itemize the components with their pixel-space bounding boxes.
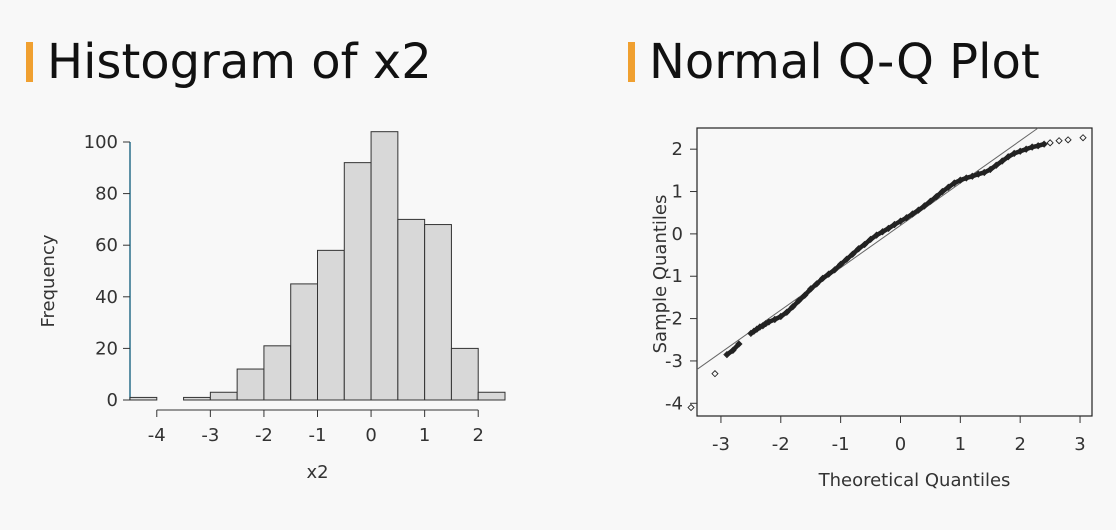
histogram-bar bbox=[236, 368, 265, 401]
y-tick-label: 0 bbox=[672, 224, 683, 245]
y-tick-label: -3 bbox=[665, 351, 683, 372]
qq-point bbox=[1055, 137, 1063, 145]
histogram-bar bbox=[450, 347, 479, 401]
y-tick-label: 80 bbox=[95, 184, 118, 205]
accent-bar-left bbox=[26, 42, 33, 82]
x-tick-label: -3 bbox=[712, 434, 730, 455]
qq-point bbox=[711, 370, 719, 378]
x-tick-label: 0 bbox=[365, 425, 376, 446]
y-tick-label: 60 bbox=[95, 235, 118, 256]
x-tick-label: 2 bbox=[1014, 434, 1025, 455]
y-tick-label: 0 bbox=[107, 390, 118, 411]
y-tick-label: 20 bbox=[95, 338, 118, 359]
plot-frame bbox=[696, 127, 1093, 417]
qq-point-band bbox=[1035, 141, 1047, 149]
histogram-bar bbox=[370, 131, 399, 401]
qq-point bbox=[1064, 136, 1072, 144]
x-axis-title: x2 bbox=[306, 462, 328, 483]
histogram-bar bbox=[209, 391, 238, 401]
y-tick-label: -1 bbox=[665, 266, 683, 287]
x-tick-label: -1 bbox=[832, 434, 850, 455]
y-tick-label: -4 bbox=[665, 393, 683, 414]
histogram-bar bbox=[424, 224, 452, 401]
x-tick-label: 3 bbox=[1074, 434, 1085, 455]
histogram-bar bbox=[343, 162, 372, 401]
x-tick-label: -2 bbox=[255, 425, 273, 446]
histogram-bar bbox=[397, 218, 426, 401]
x-tick-label: -4 bbox=[148, 425, 166, 446]
y-tick-label: 2 bbox=[672, 139, 683, 160]
x-tick-label: 0 bbox=[895, 434, 906, 455]
histogram-bar bbox=[317, 249, 345, 401]
x-tick-label: -2 bbox=[772, 434, 790, 455]
histogram-title: Histogram of x2 bbox=[47, 34, 432, 90]
histogram-bar bbox=[129, 396, 158, 401]
histogram-bar bbox=[477, 391, 506, 401]
y-tick-label: 1 bbox=[672, 182, 683, 203]
qq-heading: Normal Q-Q Plot bbox=[628, 32, 1040, 92]
x-tick-label: -1 bbox=[309, 425, 327, 446]
y-axis-title: Sample Quantiles bbox=[650, 195, 671, 354]
qq-title: Normal Q-Q Plot bbox=[649, 34, 1040, 90]
histogram-bar bbox=[263, 345, 292, 401]
x-axis-title: Theoretical Quantiles bbox=[818, 470, 1011, 491]
qq-point bbox=[1079, 134, 1087, 142]
qq-point bbox=[687, 403, 695, 412]
x-tick-label: 1 bbox=[419, 425, 430, 446]
histogram-chart: 0 20 40 60 80 100 -4 -3 -2 -1 0 1 2 x2 Frequency bbox=[38, 131, 506, 483]
x-tick-label: -3 bbox=[201, 425, 219, 446]
histogram-bar bbox=[290, 283, 319, 401]
y-tick-label: 40 bbox=[95, 287, 118, 308]
y-tick-label: -2 bbox=[665, 309, 683, 330]
y-axis-title: Frequency bbox=[38, 234, 59, 327]
y-tick-label: 100 bbox=[84, 132, 118, 153]
histogram-heading: Histogram of x2 bbox=[26, 32, 432, 92]
x-tick-label: 2 bbox=[472, 425, 483, 446]
histogram-bar bbox=[183, 396, 211, 401]
qq-point bbox=[1046, 139, 1054, 147]
qq-point-band bbox=[730, 341, 742, 353]
accent-bar-right bbox=[628, 42, 635, 82]
x-tick-label: 1 bbox=[955, 434, 966, 455]
